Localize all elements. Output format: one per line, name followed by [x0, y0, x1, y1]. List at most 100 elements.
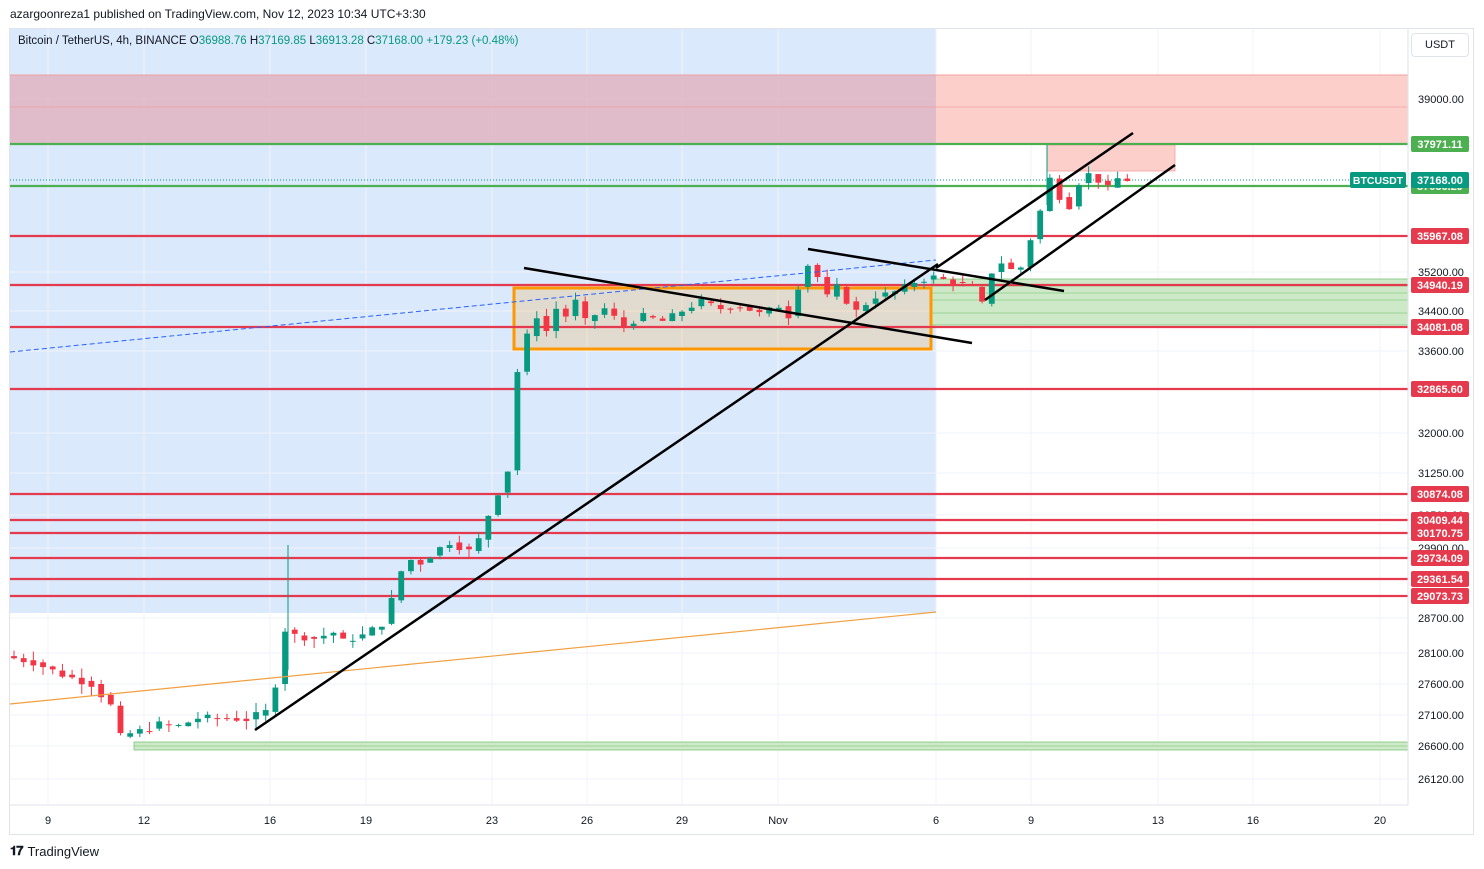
candle-body	[127, 733, 134, 737]
level-tag-29734.09: 29734.09	[1417, 553, 1463, 565]
price-tick-label: 39000.00	[1418, 94, 1464, 106]
candle-body	[117, 705, 124, 734]
candle-body	[746, 306, 753, 311]
candle-body	[88, 680, 95, 687]
level-tag-32865.60: 32865.60	[1417, 384, 1463, 396]
price-tick-label: 28700.00	[1418, 613, 1464, 625]
candle-body	[766, 307, 773, 314]
candle-body	[20, 658, 27, 663]
candle-body	[107, 694, 114, 705]
level-tag-30170.75: 30170.75	[1417, 528, 1463, 540]
candle-body	[378, 626, 385, 630]
consolidation-box	[512, 286, 933, 351]
candle-body	[1046, 177, 1053, 212]
downtrend-line-nov	[807, 247, 1065, 293]
candle-body	[408, 560, 414, 572]
current-price-tag-bg	[1411, 172, 1469, 188]
candle-body	[59, 670, 66, 677]
candle-body	[495, 495, 501, 515]
candle-body	[611, 308, 618, 316]
level-tag-bg	[1411, 525, 1469, 541]
candle-body	[427, 558, 434, 563]
candle-body	[233, 718, 240, 721]
candle-body	[282, 631, 288, 684]
price-tick-label: 28100.00	[1418, 648, 1464, 660]
resistance-zone-right	[936, 75, 1408, 143]
level-tag-bg	[1411, 512, 1469, 528]
time-tick-label: 6	[933, 815, 939, 827]
current-price-tag: 37168.00	[1417, 175, 1463, 187]
channel-lower-line	[984, 163, 1176, 302]
candle-body	[40, 662, 46, 668]
candle-body	[640, 313, 647, 322]
level-tag-bg	[1411, 550, 1469, 566]
candle-body	[621, 317, 627, 327]
candle-body	[804, 265, 811, 287]
currency-button[interactable]: USDT	[1411, 33, 1469, 57]
time-tick-label: 20	[1374, 815, 1386, 827]
price-tick-label: 32000.00	[1418, 428, 1464, 440]
candle-body	[514, 372, 521, 471]
candle-body	[49, 666, 56, 670]
symbol-legend[interactable]: Bitcoin / TetherUS, 4h, BINANCE O36988.7…	[18, 35, 518, 47]
time-tick-label: Nov	[768, 815, 788, 827]
publisher-header: azargoonreza1 published on TradingView.c…	[10, 7, 426, 21]
candle-body	[524, 333, 530, 372]
candle-body	[708, 301, 714, 304]
candle-body	[1085, 173, 1092, 184]
price-tick-label: 27100.00	[1418, 710, 1464, 722]
candle-body	[679, 311, 685, 317]
legend-open-label: O	[189, 35, 199, 47]
candle-body	[78, 677, 85, 685]
legend-symbol: Bitcoin / TetherUS, 4h, BINANCE	[18, 35, 187, 47]
candle-body	[485, 515, 492, 540]
candle-body	[562, 308, 569, 317]
level-tag-bg	[1411, 588, 1469, 604]
candle-body	[1076, 185, 1082, 207]
candle-body	[136, 729, 143, 734]
level-tag-30874.08: 30874.08	[1417, 489, 1463, 501]
level-tag-30409.44: 30409.44	[1417, 515, 1464, 527]
candle-body	[1056, 178, 1063, 200]
footer-brand: TradingView	[27, 843, 100, 859]
channel-upper-line	[935, 131, 1134, 270]
candle-body	[727, 308, 734, 310]
candle-body	[601, 308, 608, 315]
candle-body	[437, 547, 443, 556]
candle-body	[630, 323, 637, 327]
candle-body	[11, 656, 17, 659]
candle-body	[698, 299, 705, 307]
candle-body	[195, 718, 201, 723]
candle-body	[795, 289, 802, 317]
symbol-tag-bg	[1350, 172, 1406, 188]
candle-body	[591, 315, 598, 322]
uptrend-line-main	[254, 262, 939, 732]
candle-body	[311, 636, 318, 639]
price-tick-label: 31250.00	[1418, 468, 1464, 480]
orange-trendline	[9, 611, 937, 705]
candle-body	[185, 722, 192, 727]
time-tick-label: 26	[581, 815, 593, 827]
candle-body	[504, 471, 511, 493]
resistance-zone-left	[10, 75, 936, 143]
time-tick-label: 12	[138, 815, 150, 827]
time-tick-label: 16	[1247, 815, 1259, 827]
legend-high-label: H	[249, 35, 259, 47]
footer-branding: 𝟏𝟕 TradingView	[10, 843, 99, 859]
level-tag-bg	[1411, 136, 1469, 152]
candle-body	[456, 542, 463, 551]
level-tag-bg	[1411, 571, 1469, 587]
candle-body	[69, 674, 75, 678]
candle-body	[688, 307, 695, 311]
candle-body	[224, 718, 230, 720]
candle-body	[330, 632, 337, 636]
candle-body	[398, 571, 405, 601]
candle-body	[998, 263, 1005, 272]
price-tick-label: 34400.00	[1418, 306, 1464, 318]
price-tick-label: 33600.00	[1418, 346, 1464, 358]
candle-body	[872, 298, 879, 304]
time-tick-label: 13	[1152, 815, 1164, 827]
candle-body	[650, 316, 656, 318]
candle-body	[1037, 210, 1044, 240]
